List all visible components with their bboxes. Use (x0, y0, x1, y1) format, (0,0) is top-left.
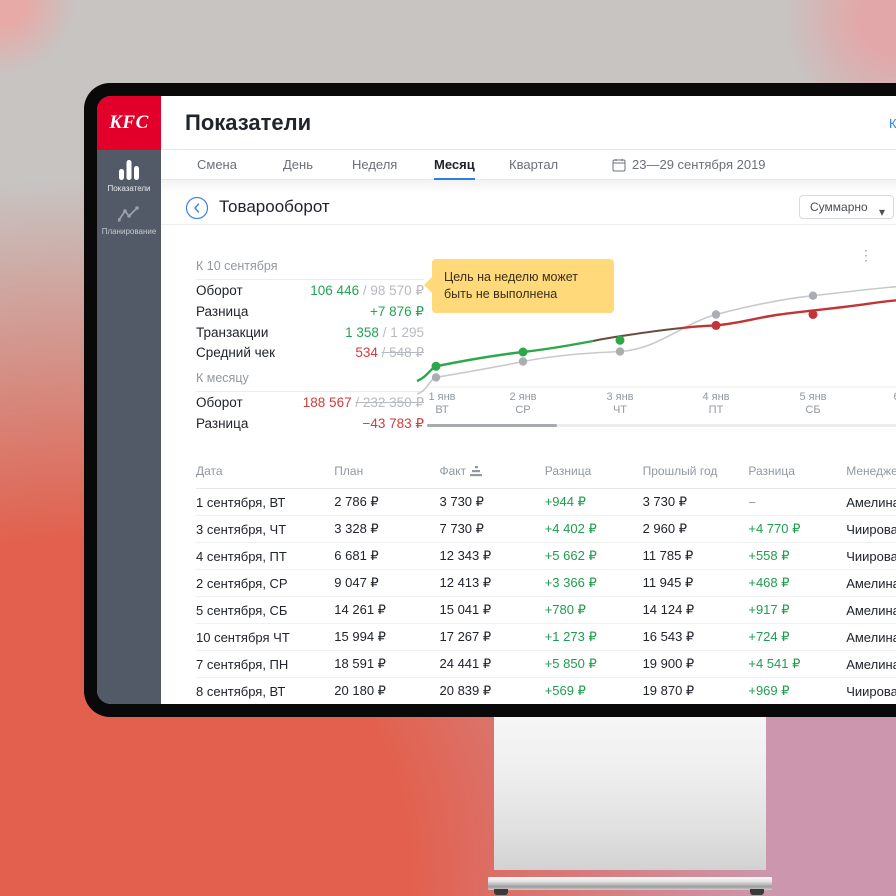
svg-text:1 янв: 1 янв (428, 391, 455, 403)
svg-text:ПТ: ПТ (709, 404, 724, 416)
svg-text:СБ: СБ (805, 404, 820, 416)
svg-text:5 янв: 5 янв (799, 391, 826, 403)
svg-text:3 янв: 3 янв (606, 391, 633, 403)
svg-text:2 янв: 2 янв (509, 391, 536, 403)
svg-text:4 янв: 4 янв (702, 391, 729, 403)
svg-text:СР: СР (515, 404, 530, 416)
svg-text:ВТ: ВТ (435, 404, 449, 416)
svg-text:ЧТ: ЧТ (613, 404, 627, 416)
